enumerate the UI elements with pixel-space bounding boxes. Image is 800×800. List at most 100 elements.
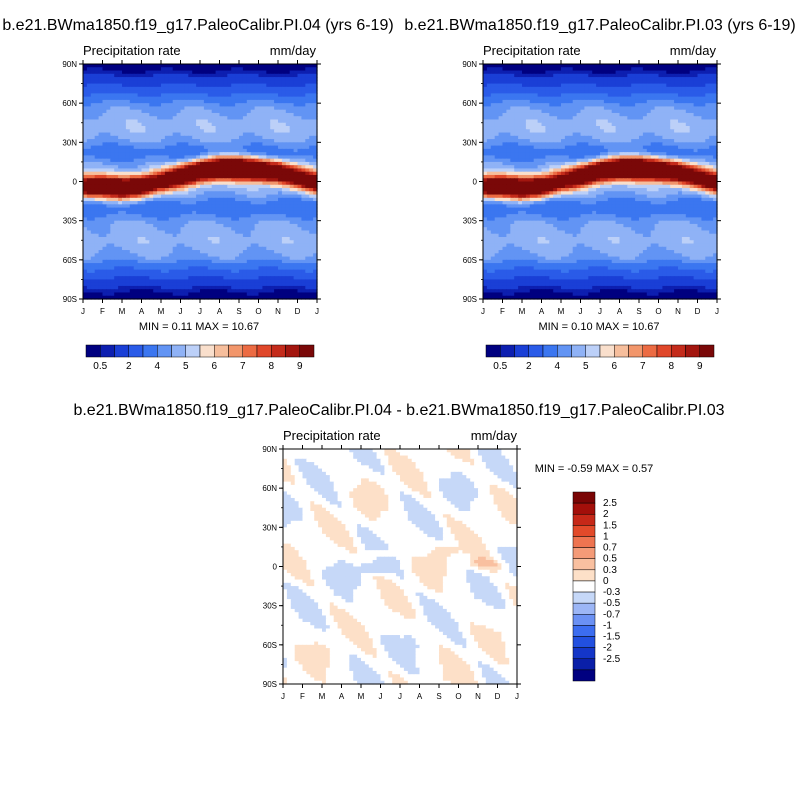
left-cell bbox=[141, 194, 146, 199]
left-cell bbox=[242, 201, 248, 205]
left-cell bbox=[274, 96, 279, 101]
right-cell bbox=[533, 70, 539, 75]
right-cell bbox=[635, 64, 640, 68]
left-cell bbox=[235, 106, 240, 111]
left-cell bbox=[309, 158, 314, 163]
left-cell bbox=[297, 240, 302, 245]
left-cell bbox=[246, 139, 252, 143]
left-cell bbox=[274, 217, 279, 222]
left-cell bbox=[110, 67, 115, 72]
left-cell bbox=[83, 191, 88, 196]
left-cell bbox=[110, 282, 115, 287]
left-cell bbox=[301, 246, 306, 251]
left-cell bbox=[215, 256, 221, 261]
left-cell bbox=[305, 233, 310, 238]
left-cell bbox=[164, 292, 170, 297]
right-cell bbox=[642, 77, 648, 81]
left-cell bbox=[289, 132, 295, 137]
left-cell bbox=[266, 181, 271, 186]
left-cell bbox=[133, 70, 139, 75]
left-cell bbox=[122, 279, 127, 284]
left-cell bbox=[94, 178, 100, 183]
left-cell bbox=[106, 70, 111, 75]
left-cell bbox=[102, 250, 107, 254]
left-cell bbox=[153, 83, 158, 88]
left-cell bbox=[289, 119, 295, 124]
left-cell bbox=[235, 178, 240, 183]
left-cell bbox=[309, 230, 314, 235]
right-cell bbox=[681, 80, 687, 85]
left-cell bbox=[297, 132, 302, 137]
left-cell bbox=[278, 165, 283, 170]
left-cell bbox=[118, 116, 123, 121]
left-cell bbox=[180, 64, 185, 68]
left-cell bbox=[137, 184, 143, 189]
left-cell bbox=[184, 152, 189, 156]
right-cell bbox=[639, 73, 644, 78]
left-cell bbox=[281, 223, 287, 228]
left-cell bbox=[223, 236, 228, 241]
right-cell bbox=[607, 80, 613, 85]
left-cell bbox=[266, 233, 271, 238]
left-cell bbox=[301, 112, 306, 117]
left-cell bbox=[118, 142, 123, 147]
left-cell bbox=[211, 289, 217, 294]
left-cell bbox=[157, 276, 162, 281]
left-cell bbox=[192, 86, 197, 91]
left-cell bbox=[129, 70, 135, 75]
left-cell bbox=[301, 122, 306, 127]
left-cell bbox=[122, 67, 127, 72]
left-cell bbox=[188, 70, 193, 75]
left-cell bbox=[188, 276, 193, 281]
left-cell bbox=[98, 70, 104, 75]
left-cell bbox=[239, 181, 244, 186]
left-cell bbox=[223, 77, 228, 81]
left-cell bbox=[281, 253, 287, 258]
left-cell bbox=[114, 282, 119, 287]
left-cell bbox=[164, 214, 170, 218]
left-cell bbox=[184, 129, 189, 134]
left-cell bbox=[305, 83, 310, 88]
left-cell bbox=[94, 122, 100, 127]
right-cell bbox=[678, 83, 683, 88]
left-cell bbox=[274, 171, 279, 176]
right-cell bbox=[561, 77, 566, 81]
left-cell bbox=[227, 174, 232, 179]
left-cell bbox=[242, 272, 248, 277]
left-cell bbox=[235, 73, 240, 78]
left-cell bbox=[215, 122, 221, 127]
left-cell bbox=[289, 80, 295, 85]
left-cell bbox=[129, 139, 135, 143]
right-cell bbox=[506, 67, 511, 72]
left-cell bbox=[215, 197, 221, 202]
left-cell bbox=[141, 122, 146, 127]
right-cell bbox=[658, 86, 663, 91]
left-cell bbox=[180, 243, 185, 248]
left-cell bbox=[231, 165, 236, 170]
left-cell bbox=[176, 145, 182, 150]
left-cell bbox=[192, 145, 197, 150]
left-cell bbox=[196, 223, 201, 228]
left-cell bbox=[297, 181, 302, 186]
left-cell bbox=[90, 112, 96, 117]
left-cell bbox=[262, 174, 267, 179]
left-cell bbox=[145, 178, 150, 183]
left-cell bbox=[285, 204, 291, 209]
left-cell bbox=[211, 70, 217, 75]
left-cell bbox=[258, 171, 263, 176]
left-cell bbox=[305, 73, 310, 78]
left-cell bbox=[239, 184, 244, 189]
left-cell bbox=[141, 210, 146, 215]
left-cell bbox=[118, 171, 123, 176]
left-cell bbox=[180, 86, 185, 91]
right-cell bbox=[642, 80, 648, 85]
left-cell bbox=[168, 181, 174, 186]
right-cell bbox=[522, 70, 527, 75]
left-cell bbox=[172, 263, 178, 267]
left-cell bbox=[145, 197, 150, 202]
left-cell bbox=[153, 282, 158, 287]
left-cell bbox=[246, 236, 252, 241]
left-cell bbox=[207, 126, 213, 130]
left-cell bbox=[98, 135, 104, 140]
left-cell bbox=[102, 67, 107, 72]
